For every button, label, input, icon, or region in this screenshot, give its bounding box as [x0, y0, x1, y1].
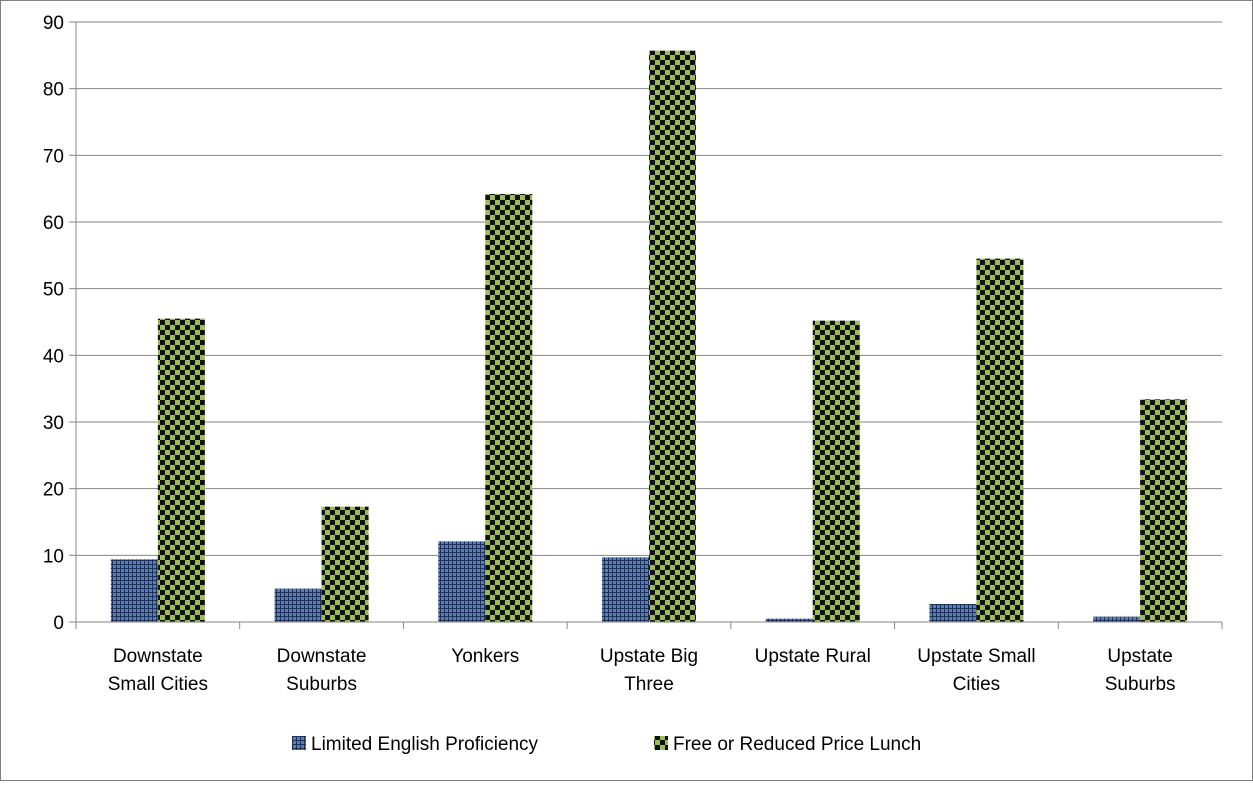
x-category-label: Suburbs	[1105, 674, 1176, 695]
bar-free-reduced-price-lunch	[976, 259, 1023, 622]
y-tick-label: 40	[43, 346, 64, 367]
bar-free-reduced-price-lunch	[322, 507, 369, 622]
x-category-labels: Downstate Small Cities Downstate Suburbs Yon…	[108, 646, 1176, 695]
y-tick-labels: 0 10 20 30 40 50 60 70 80 90	[43, 13, 64, 634]
legend-swatch	[292, 736, 306, 750]
x-category-label: Upstate Big	[600, 646, 698, 667]
x-category-label: Upstate Small	[917, 646, 1035, 667]
bar-limited-english-proficiency	[1093, 617, 1140, 622]
bar-limited-english-proficiency	[929, 604, 976, 622]
bar-limited-english-proficiency	[602, 557, 649, 622]
x-category-label: Downstate	[113, 646, 203, 667]
x-category-label: Downstate	[277, 646, 367, 667]
bar-limited-english-proficiency	[111, 559, 158, 622]
x-category-label: Cities	[953, 674, 1001, 695]
y-tick-label: 50	[43, 280, 64, 301]
y-tick-label: 80	[43, 80, 64, 101]
legend-label: Free or Reduced Price Lunch	[673, 734, 921, 755]
x-category-label: Small Cities	[108, 674, 208, 695]
bar-free-reduced-price-lunch	[813, 321, 860, 622]
axes	[69, 22, 1222, 629]
x-category-label: Upstate Rural	[755, 646, 871, 667]
bar-limited-english-proficiency	[438, 541, 485, 622]
x-category-label: Yonkers	[451, 646, 519, 667]
x-category-label: Upstate	[1107, 646, 1172, 667]
bar-limited-english-proficiency	[275, 589, 322, 622]
bars	[111, 51, 1187, 622]
bar-free-reduced-price-lunch	[485, 194, 532, 622]
y-tick-label: 60	[43, 213, 64, 234]
bar-free-reduced-price-lunch	[158, 319, 205, 622]
legend-label: Limited English Proficiency	[311, 734, 539, 755]
bar-free-reduced-price-lunch	[1140, 399, 1187, 622]
y-tick-label: 10	[43, 546, 64, 567]
legend-swatch	[654, 736, 668, 750]
y-tick-label: 20	[43, 480, 64, 501]
y-tick-label: 0	[53, 613, 64, 634]
bar-free-reduced-price-lunch	[649, 51, 696, 622]
y-tick-label: 30	[43, 413, 64, 434]
x-category-label: Three	[624, 674, 674, 695]
legend: Limited English Proficiency Free or Reduc…	[292, 734, 921, 755]
y-tick-label: 90	[43, 13, 64, 34]
x-category-label: Suburbs	[286, 674, 357, 695]
y-tick-label: 70	[43, 146, 64, 167]
